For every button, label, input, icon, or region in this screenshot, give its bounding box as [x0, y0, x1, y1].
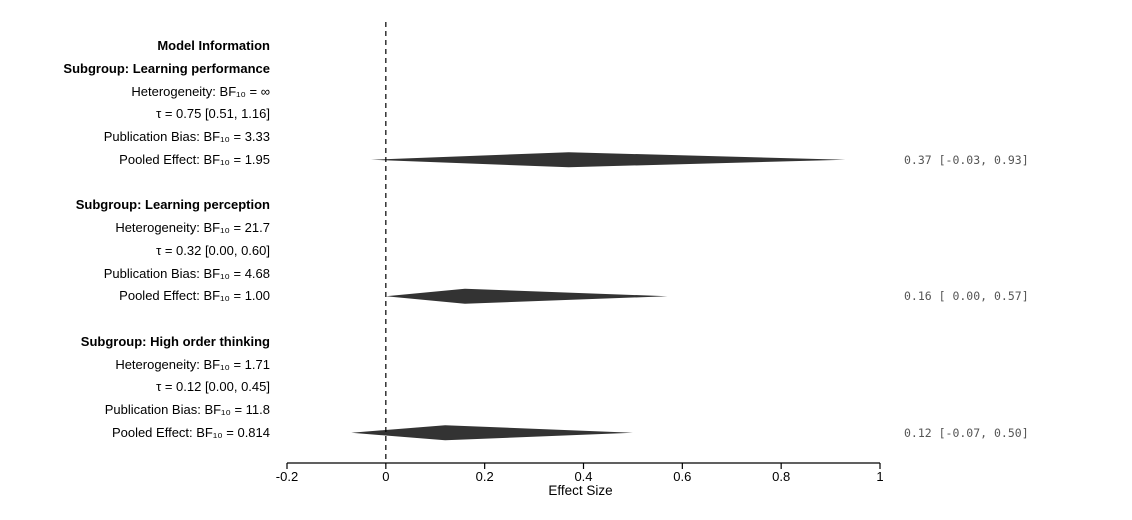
x-tick-label: 0 — [382, 469, 389, 484]
x-axis-title: Effect Size — [548, 483, 612, 498]
row-heading: Model Information — [157, 38, 270, 53]
pooled-effect-label: Pooled Effect: BF₁₀ = 1.95 — [119, 151, 270, 167]
row-heading: Subgroup: High order thinking — [80, 333, 270, 349]
row-label: Heterogeneity: BF₁₀ = 21.7 — [115, 220, 270, 235]
ci-label: 0.12 [-0.07, 0.50] — [904, 425, 1029, 440]
x-tick-label: 0.8 — [772, 469, 790, 484]
row-label: τ = 0.75 [0.51, 1.16] — [156, 106, 270, 122]
ci-label: 0.16 [ 0.00, 0.57] — [904, 289, 1029, 304]
pooled-effect-label: Pooled Effect: BF₁₀ = 0.814 — [111, 424, 270, 440]
diamond-layer — [351, 152, 846, 441]
row-label: Heterogeneity: BF₁₀ = ∞ — [131, 83, 270, 99]
x-tick-label: -0.2 — [276, 469, 298, 484]
row-label: τ = 0.32 [0.00, 0.60] — [156, 242, 270, 258]
row-heading: Subgroup: Learning performance — [63, 60, 270, 76]
x-axis: -0.2 0 0.2 0.4 0.6 0.8 1 — [276, 462, 884, 484]
row-label: Publication Bias: BF₁₀ = 4.68 — [103, 265, 270, 281]
x-tick-label: 1 — [876, 469, 883, 484]
row-label: Publication Bias: BF₁₀ = 11.8 — [104, 402, 270, 417]
row-label: Heterogeneity: BF₁₀ = 1.71 — [115, 356, 270, 372]
row-label: Publication Bias: BF₁₀ = 3.33 — [103, 129, 270, 144]
pooled-effect-label: Pooled Effect: BF₁₀ = 1.00 — [119, 288, 270, 304]
pooled-effect-diamond — [371, 152, 846, 168]
ci-label: 0.37 [-0.03, 0.93] — [904, 152, 1029, 167]
x-tick-label: 0.6 — [673, 469, 691, 484]
x-tick-label: 0.4 — [574, 469, 592, 484]
x-tick-label: 0.2 — [476, 469, 494, 484]
row-heading: Subgroup: Learning perception — [75, 197, 270, 213]
pooled-effect-diamond — [351, 425, 633, 441]
pooled-effect-diamond — [385, 288, 668, 304]
row-label: τ = 0.12 [0.00, 0.45] — [156, 379, 270, 395]
